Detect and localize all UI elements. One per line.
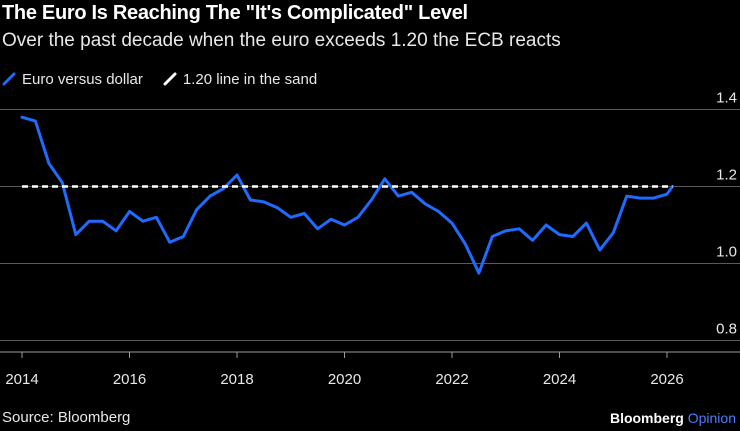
legend-threshold-swatch-icon <box>163 72 177 86</box>
gridlines <box>0 109 740 341</box>
x-tick-label-2022: 2022 <box>435 371 468 388</box>
legend-item-threshold: 1.20 line in the sand <box>163 71 317 88</box>
legend-threshold-label: 1.20 line in the sand <box>182 70 318 88</box>
x-axis <box>0 351 740 358</box>
legend-euro-swatch-icon <box>2 72 16 86</box>
euro-usd-line <box>20 115 674 275</box>
y-tick-label-1.4: 1.4 <box>716 90 737 107</box>
x-tick-label-2018: 2018 <box>220 371 253 388</box>
chart-title: The Euro Is Reaching The "It's Complicat… <box>2 2 468 24</box>
chart-legend: Euro versus dollar 1.20 line in the sand <box>2 69 337 89</box>
source-note: Source: Bloomberg <box>2 409 131 426</box>
y-tick-label-1.2: 1.2 <box>716 167 737 184</box>
x-tick-label-2020: 2020 <box>328 371 361 388</box>
x-tick-label-2016: 2016 <box>113 371 146 388</box>
brand-main: Bloomberg <box>609 410 684 426</box>
series-layer <box>20 115 674 275</box>
brand-sub: Opinion <box>687 410 736 426</box>
x-tick-label-2026: 2026 <box>650 371 683 388</box>
tick-labels: 0.8 1.0 1.2 1.4 2014 2016 2018 2020 2022 2024 2026 <box>5 90 737 388</box>
x-tick-label-2014: 2014 <box>5 371 38 388</box>
chart-subtitle: Over the past decade when the euro excee… <box>2 30 561 51</box>
y-tick-label-1.0: 1.0 <box>716 243 737 260</box>
brand-logo: Bloomberg Opinion <box>610 410 736 426</box>
legend-item-euro: Euro versus dollar <box>2 71 143 88</box>
x-tick-label-2024: 2024 <box>543 371 576 388</box>
legend-euro-label: Euro versus dollar <box>22 70 143 88</box>
y-tick-label-0.8: 0.8 <box>716 320 737 337</box>
